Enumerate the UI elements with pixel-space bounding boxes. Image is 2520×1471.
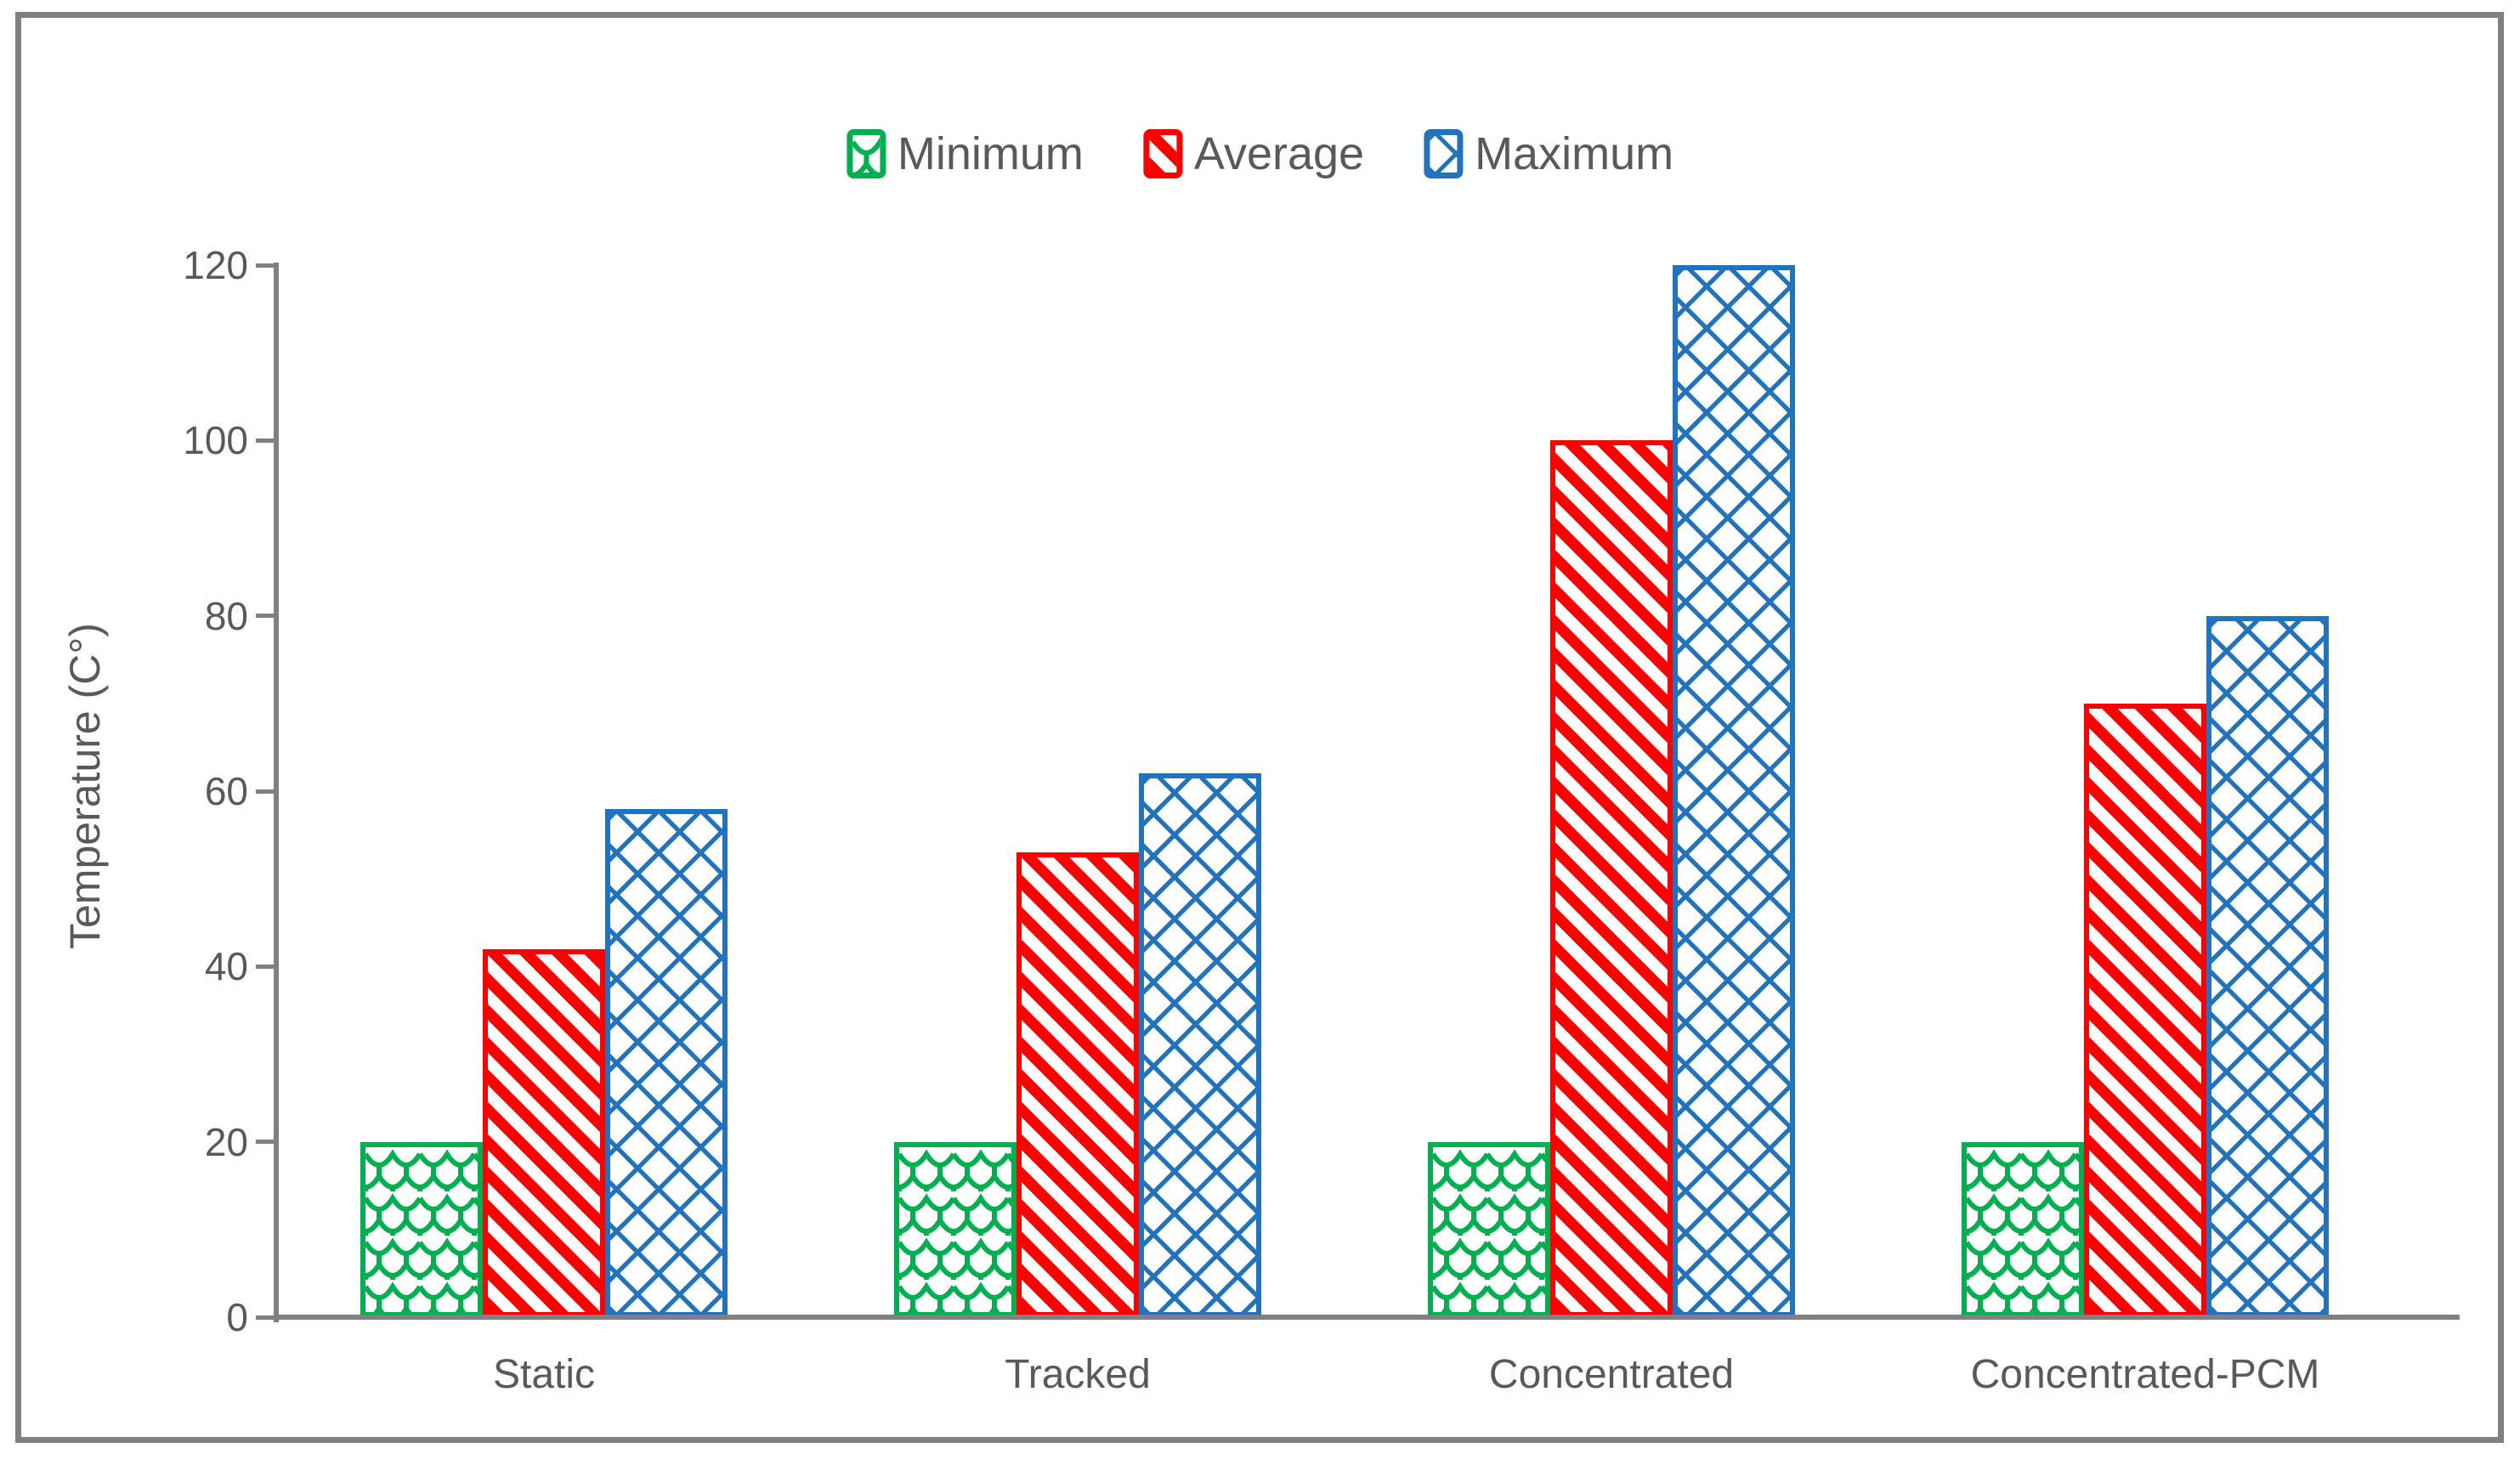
ytick-mark-80 [256, 614, 276, 619]
legend-swatch-minimum [846, 129, 886, 178]
ytick-label-100: 100 [183, 418, 248, 463]
bar-minimum-tracked [894, 1142, 1016, 1317]
ytick-mark-0 [256, 1315, 276, 1320]
legend-label: Maximum [1475, 128, 1674, 179]
legend-label: Minimum [897, 128, 1084, 179]
legend-swatch-maximum [1424, 129, 1464, 178]
xlabel-concentrated: Concentrated [1488, 1352, 1735, 1397]
bar-maximum-concentrated [1673, 265, 1795, 1317]
y-axis-line [274, 263, 279, 1322]
bar-maximum-concentrated-pcm [2206, 616, 2329, 1317]
bar-average-concentrated-pcm [2084, 704, 2206, 1317]
ytick-label-20: 20 [204, 1119, 248, 1164]
ytick-label-40: 40 [204, 944, 248, 989]
shingle-pattern-fill [365, 1147, 478, 1312]
ytick-mark-100 [256, 438, 276, 443]
xlabel-concentrated-pcm: Concentrated-PCM [1970, 1352, 2320, 1397]
bar-average-tracked [1016, 852, 1139, 1317]
bar-average-concentrated [1550, 440, 1673, 1317]
ytick-mark-20 [256, 1140, 276, 1145]
ytick-mark-40 [256, 964, 276, 969]
bar-average-static [483, 949, 605, 1317]
legend-item-minimum: Minimum [846, 128, 1084, 179]
legend-item-average: Average [1142, 128, 1365, 179]
ytick-mark-120 [256, 263, 276, 268]
ytick-label-80: 80 [204, 593, 248, 638]
legend-item-maximum: Maximum [1424, 129, 1673, 178]
xlabel-static: Static [492, 1352, 596, 1397]
ytick-label-120: 120 [183, 243, 248, 287]
shingle-pattern-fill [899, 1147, 1011, 1312]
legend-swatch-average [1142, 129, 1182, 178]
shingle-pattern-fill [852, 135, 880, 173]
bar-minimum-static [360, 1142, 483, 1317]
bar-minimum-concentrated-pcm [1962, 1142, 2084, 1317]
ytick-label-0: 0 [226, 1295, 248, 1339]
xlabel-tracked: Tracked [1005, 1352, 1151, 1397]
bar-maximum-tracked [1139, 773, 1261, 1317]
bar-minimum-concentrated [1428, 1142, 1550, 1317]
ytick-mark-60 [256, 789, 276, 794]
shingle-pattern-fill [1967, 1147, 2079, 1312]
x-axis-line [274, 1315, 2460, 1320]
chart-legend: Minimum Average Maximum [846, 128, 1673, 179]
bar-maximum-static [605, 809, 728, 1317]
ytick-label-60: 60 [204, 769, 248, 813]
shingle-pattern-fill [1433, 1147, 1545, 1312]
legend-label: Average [1193, 128, 1365, 179]
